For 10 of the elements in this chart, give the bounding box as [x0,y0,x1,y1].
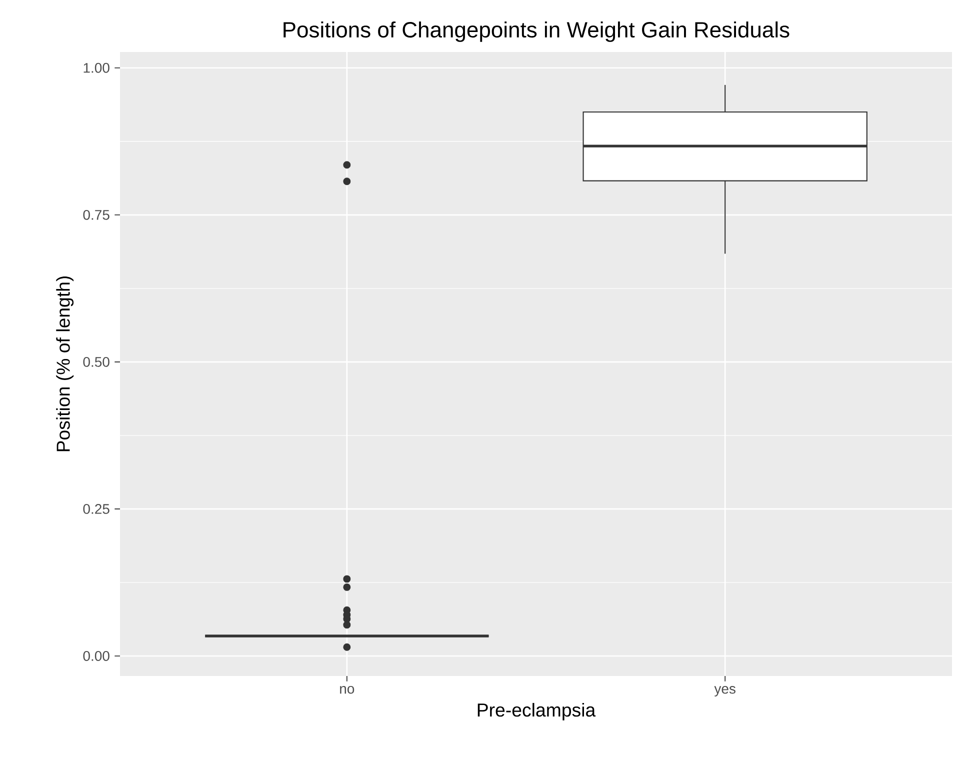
y-axis-title: Position (% of length) [56,276,74,452]
y-tick-label: 0.00 [83,651,110,661]
y-tick-label: 1.00 [84,62,110,73]
y-tick-label: 0.75 [83,210,110,220]
x-tick-label: no [340,686,354,694]
y-tick-label: 0.25 [83,504,110,514]
x-tick-label: yes [714,686,736,696]
x-axis-title: Pre-eclampsia [478,702,596,720]
y-tick-label: 0.50 [83,356,110,367]
chart-title: Positions of Changepoints in Weight Gain Residuals [284,21,790,42]
